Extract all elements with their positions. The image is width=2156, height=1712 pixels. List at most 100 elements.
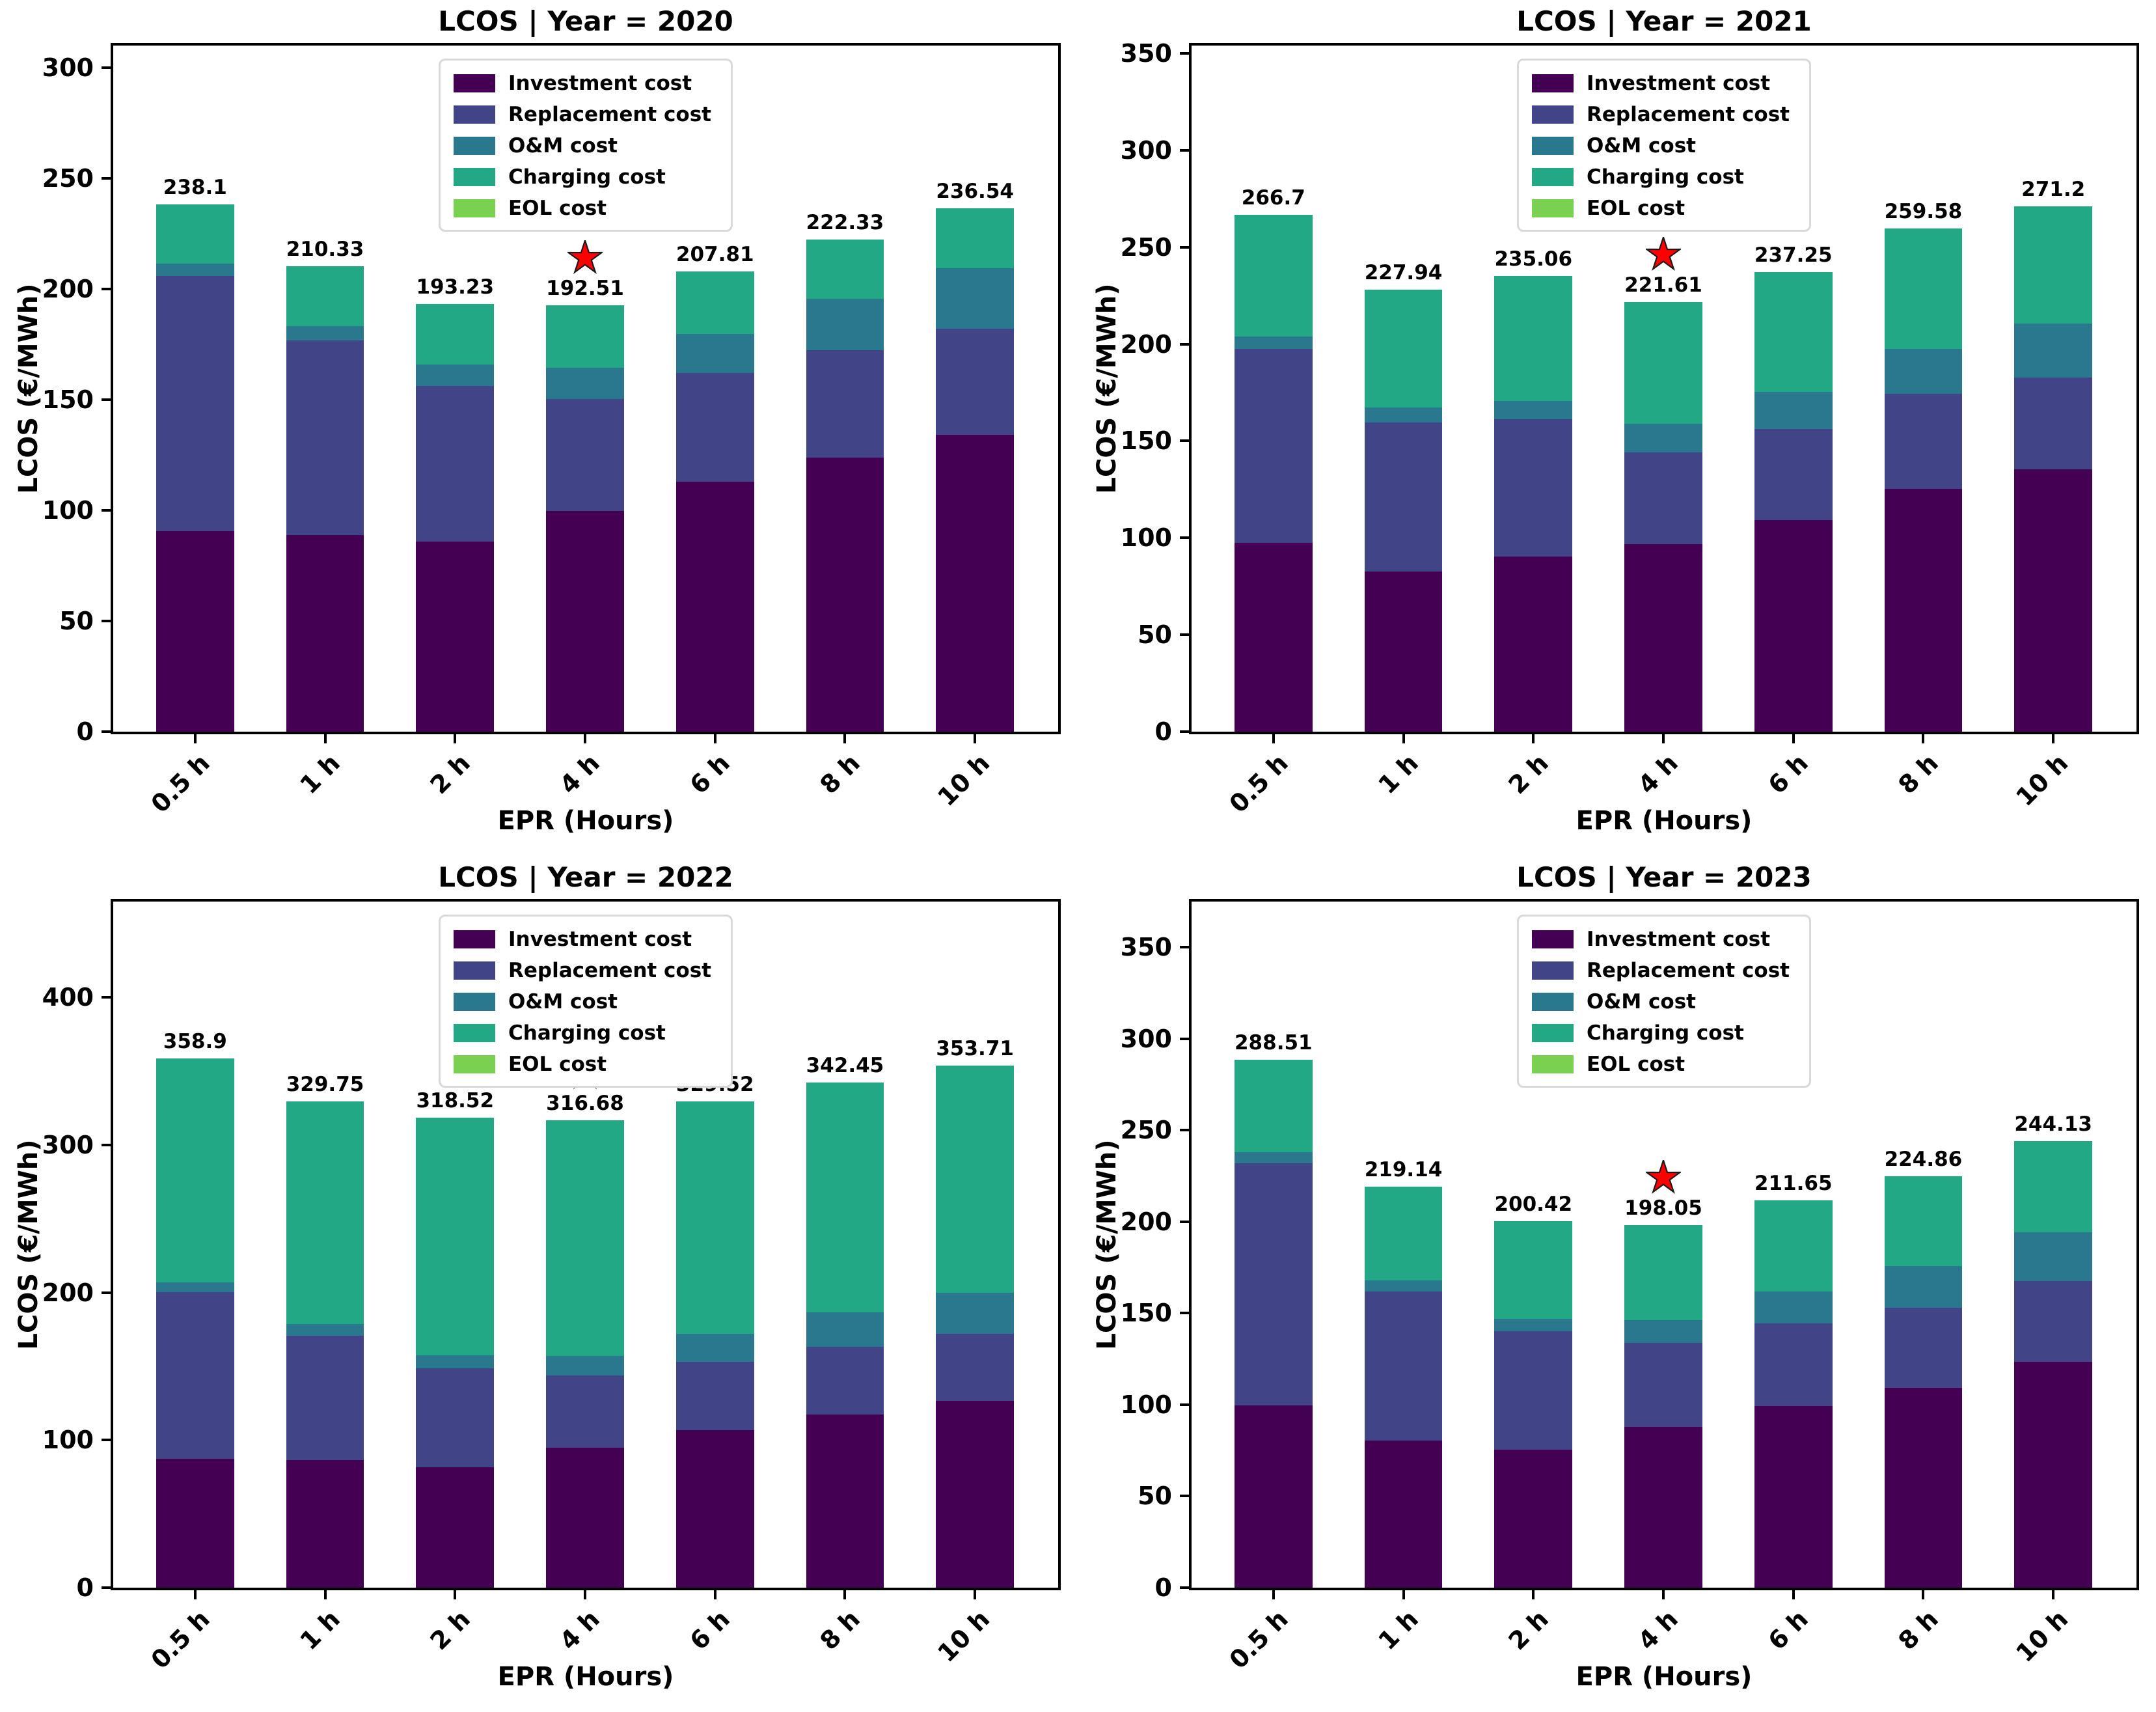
legend-item-label: Replacement cost [1587,103,1790,126]
y-tick-label: 100 [1120,1390,1172,1419]
x-tick-label: 0.5 h [1223,1605,1294,1675]
x-tick-mark [323,734,327,743]
bar-segment-replacement-cost [286,1336,364,1461]
chart-cell: LCOS | Year = 2020 LCOS (€/MWh) EPR (Hours… [0,0,1078,856]
bar-segment-replacement-cost [1884,394,1963,489]
y-tick-mark [102,66,111,69]
x-tick-mark [1662,734,1665,743]
bar-segment-replacement-cost [1754,1323,1833,1406]
chart-title: LCOS | Year = 2021 [1516,5,1812,37]
bar-segment-o-m-cost [546,1356,624,1376]
bar-segment-o-m-cost [416,1355,495,1368]
legend-item: EOL cost [454,1053,711,1075]
bar-segment-investment-cost [1234,1405,1313,1588]
bar-segment-investment-cost [286,1460,364,1588]
y-tick-mark [102,1144,111,1146]
y-tick-label: 200 [1120,329,1172,359]
y-tick-label: 350 [1120,38,1172,68]
bar-total-label: 271.2 [2021,177,2086,201]
y-tick-label: 200 [42,1278,94,1307]
bar-segment-investment-cost [416,542,495,732]
bar-segment-investment-cost [1754,519,1833,732]
legend-swatch [454,961,496,980]
chart-title: LCOS | Year = 2023 [1516,861,1812,893]
bar-total-label: 236.54 [936,179,1014,203]
bar-segment-replacement-cost [675,373,754,482]
legend: Investment cost Replacement cost O&M cost C… [1517,915,1811,1088]
x-tick-mark [454,1590,457,1599]
bar-segment-charging-cost [546,1120,624,1357]
y-tick-mark [102,288,111,290]
x-tick-mark [1922,734,1925,743]
bar-total-label: 198.05 [1624,1196,1702,1221]
bar-segment-charging-cost [1364,290,1443,408]
bar-segment-replacement-cost [675,1361,754,1431]
bar-total-label: 266.7 [1241,186,1305,210]
bar-segment-o-m-cost [936,268,1015,329]
bar-segment-replacement-cost [1494,1331,1573,1450]
plot-area: 0 100 200 300 400 0.5 h 358.9 1 h 329.75 2 h 318.5… [42,899,1061,1674]
bar-segment-charging-cost [806,240,884,299]
bar-total-label: 288.51 [1234,1031,1313,1055]
y-tick-mark [102,620,111,622]
y-tick-label: 0 [76,717,94,746]
y-tick-label: 400 [42,983,94,1012]
y-tick-label: 0 [76,1573,94,1602]
bar-segment-investment-cost [1754,1405,1833,1588]
legend: Investment cost Replacement cost O&M cost C… [439,59,733,232]
legend-item: Charging cost [1532,1022,1790,1044]
legend-item-label: Charging cost [1587,165,1744,189]
bar-segment-replacement-cost [936,1334,1015,1401]
bar-segment-charging-cost [156,1058,234,1282]
legend-item: EOL cost [1532,1053,1790,1075]
chart-cell: LCOS | Year = 2021 LCOS (€/MWh) EPR (Hours… [1078,0,2156,856]
y-tick-mark [102,730,111,733]
bar-segment-investment-cost [286,534,364,732]
x-tick-label: 1 h [1372,749,1424,800]
y-tick-label: 250 [1120,1116,1172,1145]
y-tick-label: 0 [1154,1573,1172,1602]
legend-item: O&M cost [454,135,711,157]
legend-item-label: Replacement cost [508,103,711,126]
bar-segment-replacement-cost [546,1375,624,1448]
bar-segment-charging-cost [286,266,364,327]
bar-segment-investment-cost [546,510,624,732]
legend-swatch [1532,137,1574,155]
legend-swatch [1532,993,1574,1011]
y-tick-label: 300 [1120,1024,1172,1053]
legend-item-label: Replacement cost [508,959,711,982]
legend-item: EOL cost [1532,197,1790,219]
x-tick-mark [843,734,847,743]
x-tick-label: 1 h [1372,1605,1424,1656]
y-tick-mark [102,996,111,999]
bar-total-label: 316.68 [546,1092,624,1116]
bar-segment-o-m-cost [936,1293,1015,1334]
bar-segment-o-m-cost [1624,1319,1702,1343]
bar-segment-charging-cost [1234,214,1313,337]
bar-segment-charging-cost [1754,271,1833,393]
x-tick-label: 0.5 h [1223,749,1294,819]
y-tick-mark [102,398,111,401]
bar-segment-replacement-cost [1234,1163,1313,1405]
bar-segment-replacement-cost [416,385,495,542]
bar-total-label: 193.23 [416,275,495,299]
legend-item: Charging cost [454,1022,711,1044]
bar-segment-o-m-cost [416,365,495,386]
y-tick-label: 50 [1138,1482,1172,1511]
x-tick-label: 8 h [1892,1605,1944,1656]
x-tick-label: 10 h [2010,749,2074,812]
x-tick-mark [2052,1590,2055,1599]
x-tick-label: 2 h [1503,1605,1554,1656]
y-tick-label: 300 [1120,135,1172,165]
y-tick-label: 250 [1120,232,1172,262]
bar-segment-charging-cost [806,1082,884,1313]
x-tick-label: 1 h [294,749,346,800]
x-tick-label: 6 h [1762,1605,1814,1656]
legend-swatch [454,199,496,217]
x-tick-mark [974,1590,977,1599]
y-tick-label: 100 [42,1426,94,1455]
x-tick-mark [193,734,197,743]
legend-item-label: Charging cost [508,165,666,189]
x-tick-label: 4 h [1632,749,1684,800]
x-tick-mark [1532,1590,1535,1599]
